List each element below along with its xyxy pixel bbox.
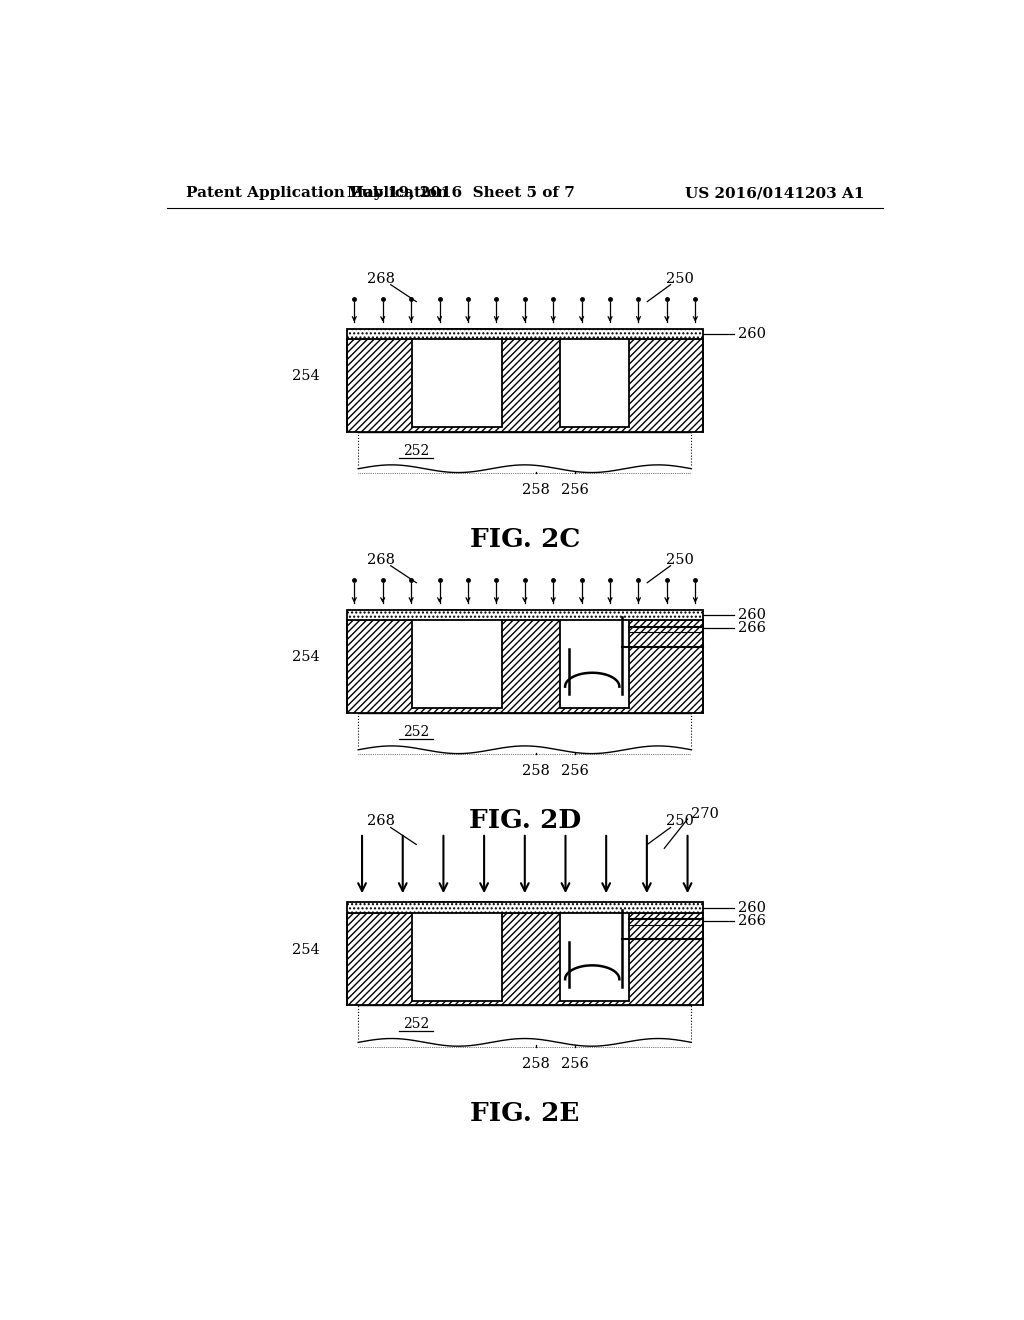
Text: 260: 260: [738, 327, 766, 341]
Text: 266: 266: [738, 622, 766, 635]
Text: FIG. 2D: FIG. 2D: [469, 808, 581, 833]
Bar: [413, 610, 502, 708]
Text: 268: 268: [368, 553, 395, 566]
Text: 250: 250: [666, 814, 693, 829]
Bar: [413, 329, 502, 428]
Text: 256: 256: [561, 483, 589, 498]
Bar: [560, 337, 630, 428]
Text: FIG. 2C: FIG. 2C: [470, 527, 580, 552]
Text: 258: 258: [522, 764, 550, 779]
Text: 252: 252: [403, 444, 429, 458]
Text: 250: 250: [666, 272, 693, 285]
Text: 254: 254: [292, 942, 319, 957]
Text: 260: 260: [738, 900, 766, 915]
Bar: [346, 329, 703, 339]
Text: 250: 250: [666, 553, 693, 566]
Bar: [560, 909, 630, 1001]
Text: 266: 266: [738, 913, 766, 928]
Text: 260: 260: [738, 609, 766, 622]
Text: May 19, 2016  Sheet 5 of 7: May 19, 2016 Sheet 5 of 7: [347, 186, 575, 201]
Bar: [346, 903, 703, 913]
Text: FIG. 2E: FIG. 2E: [470, 1101, 580, 1126]
Text: 252: 252: [403, 1018, 429, 1031]
Bar: [346, 620, 703, 713]
Bar: [346, 339, 703, 432]
Bar: [413, 903, 502, 1001]
Text: 256: 256: [561, 764, 589, 779]
Bar: [346, 610, 703, 620]
Bar: [560, 618, 630, 708]
Bar: [346, 913, 703, 1006]
Text: Patent Application Publication: Patent Application Publication: [186, 186, 449, 201]
Text: US 2016/0141203 A1: US 2016/0141203 A1: [685, 186, 864, 201]
Text: 270: 270: [691, 807, 719, 821]
Text: 268: 268: [368, 814, 395, 829]
Text: 256: 256: [561, 1057, 589, 1071]
Text: 254: 254: [292, 651, 319, 664]
Text: 258: 258: [522, 483, 550, 498]
Text: 252: 252: [403, 725, 429, 739]
Text: 268: 268: [368, 272, 395, 285]
Text: 254: 254: [292, 370, 319, 383]
Text: 258: 258: [522, 1057, 550, 1071]
